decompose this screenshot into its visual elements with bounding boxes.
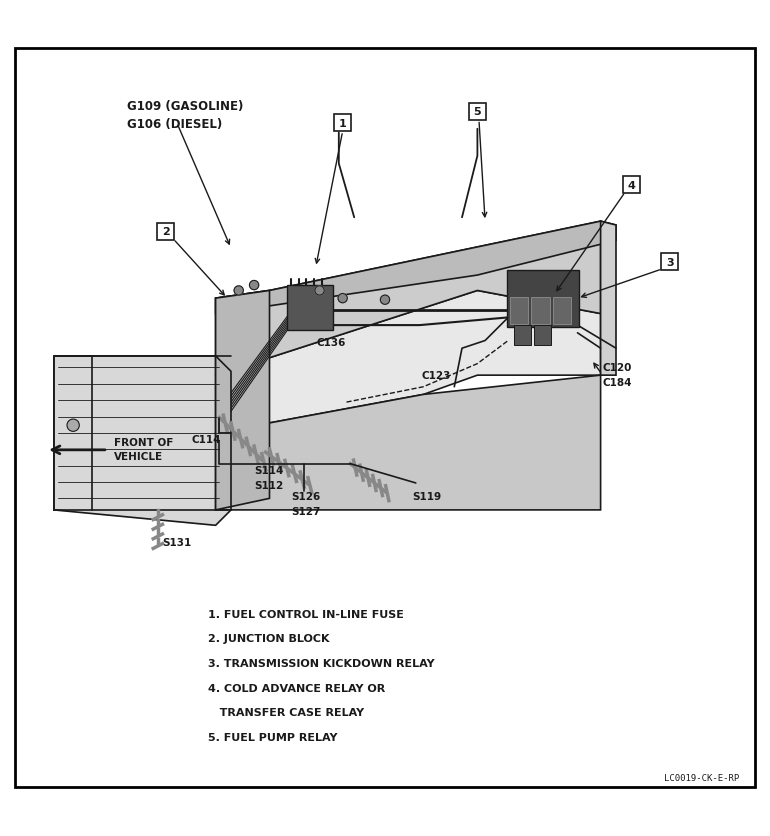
Text: C136: C136 xyxy=(316,337,346,347)
FancyBboxPatch shape xyxy=(531,298,550,324)
Text: 1. FUEL CONTROL IN-LINE FUSE: 1. FUEL CONTROL IN-LINE FUSE xyxy=(208,609,403,619)
Text: 2. JUNCTION BLOCK: 2. JUNCTION BLOCK xyxy=(208,634,330,644)
Text: C114: C114 xyxy=(192,435,221,445)
FancyBboxPatch shape xyxy=(514,326,531,346)
Text: TRANSFER CASE RELAY: TRANSFER CASE RELAY xyxy=(208,707,364,717)
Polygon shape xyxy=(216,291,601,433)
Text: S131: S131 xyxy=(162,538,192,548)
Circle shape xyxy=(67,420,79,432)
FancyBboxPatch shape xyxy=(553,298,571,324)
Text: C120: C120 xyxy=(602,362,631,372)
Text: S114: S114 xyxy=(254,466,283,476)
Text: 5: 5 xyxy=(474,107,481,117)
Text: 5. FUEL PUMP RELAY: 5. FUEL PUMP RELAY xyxy=(208,732,337,742)
Text: S119: S119 xyxy=(412,491,441,501)
Text: 3: 3 xyxy=(666,257,674,268)
Polygon shape xyxy=(54,356,231,526)
Bar xyxy=(469,104,486,120)
Text: G109 (GASOLINE): G109 (GASOLINE) xyxy=(127,100,243,113)
Circle shape xyxy=(249,281,259,290)
Polygon shape xyxy=(216,222,616,314)
Polygon shape xyxy=(216,291,270,510)
FancyBboxPatch shape xyxy=(510,298,528,324)
Text: S127: S127 xyxy=(291,507,320,517)
FancyBboxPatch shape xyxy=(507,270,579,327)
Text: 2: 2 xyxy=(162,227,169,237)
Bar xyxy=(661,254,678,271)
Text: LC0019-CK-E-RP: LC0019-CK-E-RP xyxy=(664,773,739,782)
Polygon shape xyxy=(216,375,601,510)
Text: S112: S112 xyxy=(254,481,283,490)
Bar xyxy=(157,223,174,240)
Text: 4. COLD ADVANCE RELAY OR: 4. COLD ADVANCE RELAY OR xyxy=(208,683,385,693)
Text: FRONT OF: FRONT OF xyxy=(114,437,173,447)
Text: VEHICLE: VEHICLE xyxy=(114,451,163,461)
Polygon shape xyxy=(216,222,601,375)
FancyBboxPatch shape xyxy=(534,326,551,346)
Circle shape xyxy=(315,287,324,296)
Text: S126: S126 xyxy=(291,492,320,502)
Text: G106 (DIESEL): G106 (DIESEL) xyxy=(127,118,223,130)
Text: 4: 4 xyxy=(628,181,635,191)
Text: 1: 1 xyxy=(339,119,346,129)
Bar xyxy=(334,115,351,132)
Circle shape xyxy=(234,287,243,296)
Circle shape xyxy=(338,294,347,303)
FancyBboxPatch shape xyxy=(287,286,333,331)
Text: C123: C123 xyxy=(422,370,451,380)
Text: 3. TRANSMISSION KICKDOWN RELAY: 3. TRANSMISSION KICKDOWN RELAY xyxy=(208,658,434,668)
Bar xyxy=(623,177,640,194)
Text: C184: C184 xyxy=(602,378,631,388)
Polygon shape xyxy=(601,222,616,375)
Circle shape xyxy=(380,296,390,305)
